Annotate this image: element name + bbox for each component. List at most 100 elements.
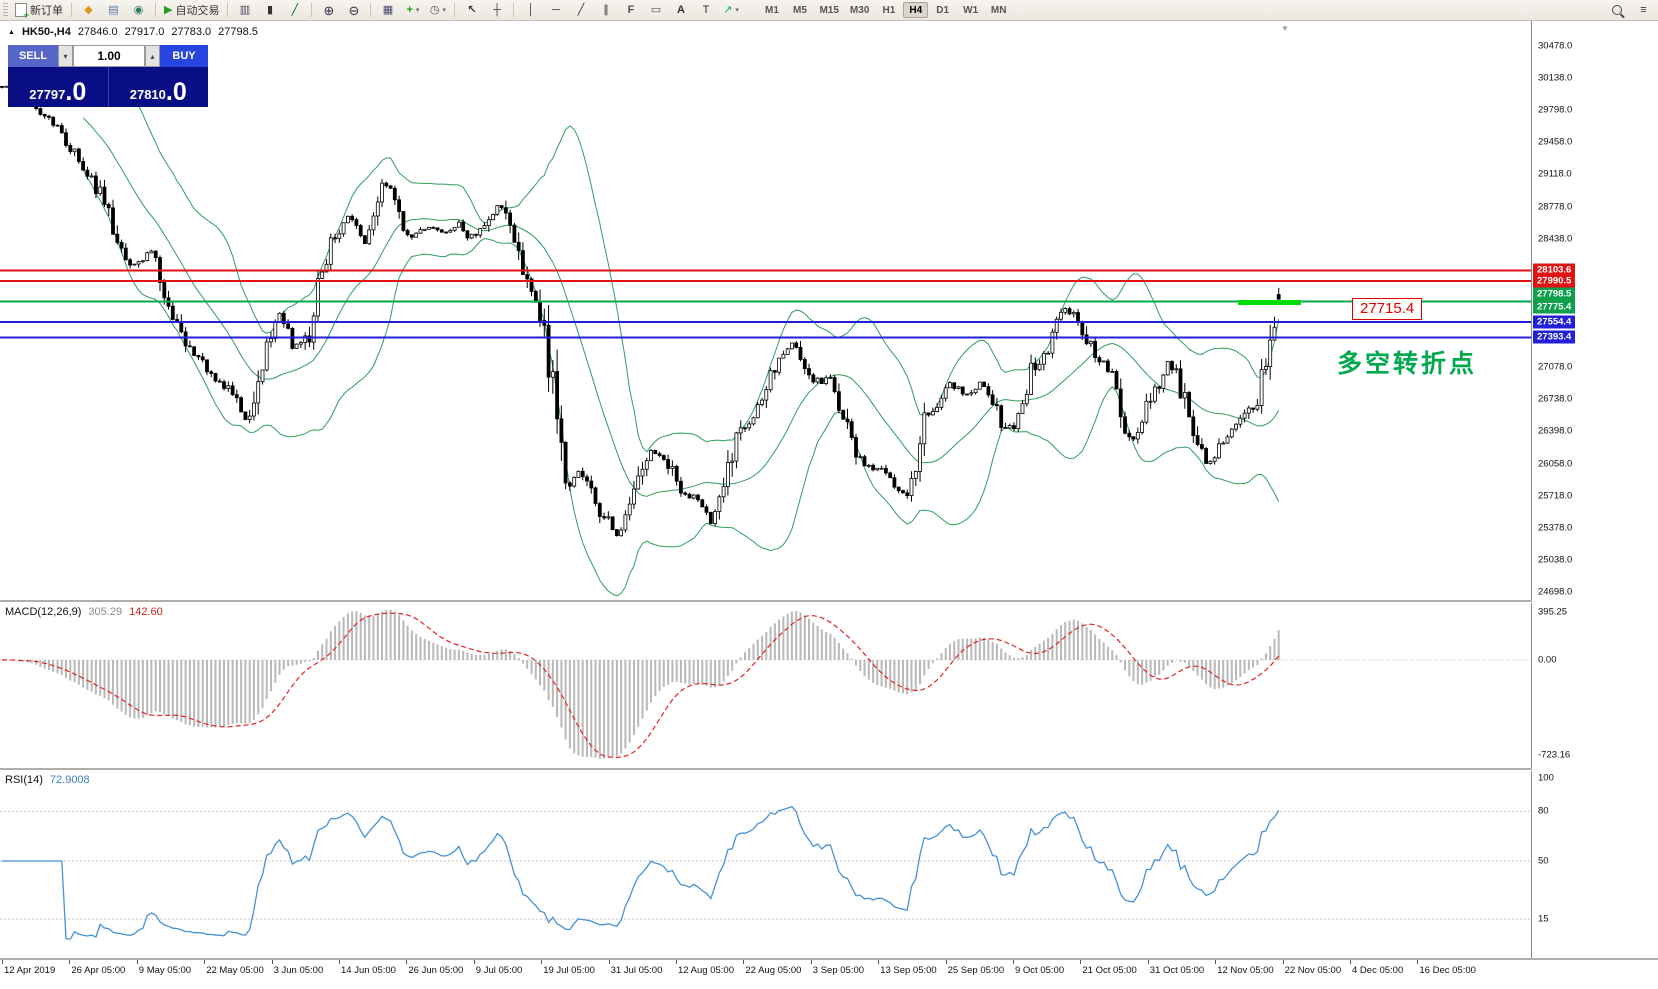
macd-histogram bbox=[5, 610, 1280, 759]
zoom-out-button[interactable]: ⊖ bbox=[342, 2, 365, 19]
panel-divider-main-macd[interactable] bbox=[0, 600, 1658, 603]
clock-icon: ◷ bbox=[429, 3, 440, 16]
buy-price-main: 27810 bbox=[129, 87, 166, 103]
new-order-label: 新订单 bbox=[30, 5, 63, 17]
buy-price[interactable]: 27810 .0 bbox=[109, 67, 209, 107]
new-order-icon: + bbox=[15, 3, 29, 20]
time-axis-label: 21 Oct 05:00 bbox=[1082, 965, 1137, 976]
periods-button[interactable]: ◷ ▾ bbox=[426, 2, 449, 19]
time-tick bbox=[204, 960, 206, 964]
macd-value-signal: 142.60 bbox=[129, 606, 163, 618]
time-axis-label: 26 Apr 05:00 bbox=[71, 965, 126, 976]
vertical-line-icon: │ bbox=[527, 3, 535, 16]
main-chart-svg[interactable] bbox=[0, 21, 1531, 602]
sell-button[interactable]: SELL bbox=[8, 45, 58, 67]
terminal-button[interactable]: ▤ bbox=[102, 2, 125, 19]
line-chart-icon: ╱ bbox=[291, 3, 299, 16]
channel-button[interactable]: ∥ bbox=[594, 2, 617, 19]
timeframe-h1-button[interactable]: H1 bbox=[882, 4, 896, 16]
vertical-line-button[interactable]: │ bbox=[519, 2, 542, 19]
timeframe-group: M1 M5 M15 M30 H1 H4 D1 W1 MN bbox=[758, 2, 1012, 18]
timeframe-w1-button[interactable]: W1 bbox=[963, 4, 979, 16]
tile-windows-icon: ▦ bbox=[382, 3, 394, 16]
time-tick bbox=[541, 960, 543, 964]
rsi-panel-svg[interactable] bbox=[0, 770, 1531, 958]
axis-label: -723.16 bbox=[1538, 749, 1571, 761]
volume-input[interactable]: 1.00 bbox=[73, 45, 145, 67]
fibonacci-button[interactable]: F bbox=[619, 2, 642, 19]
axis-label: 30478.0 bbox=[1538, 40, 1573, 52]
axis-label: 26398.0 bbox=[1538, 425, 1573, 437]
toolbar-grip[interactable] bbox=[3, 3, 8, 17]
channel-icon: ∥ bbox=[603, 3, 609, 16]
indicators-button[interactable]: + ▾ bbox=[401, 2, 424, 19]
macd-panel-svg[interactable] bbox=[0, 602, 1531, 768]
separator bbox=[454, 3, 456, 17]
panel-divider-macd-rsi[interactable] bbox=[0, 768, 1658, 771]
fibonacci-icon: F bbox=[627, 3, 635, 16]
strategy-tester-button[interactable]: ◉ bbox=[127, 2, 150, 19]
timeframe-m5-button[interactable]: M5 bbox=[793, 4, 807, 16]
price-axis-separator bbox=[1531, 21, 1532, 958]
price-axis[interactable]: 30478.0 30138.0 29798.0 29458.0 29118.0 28778… bbox=[1532, 21, 1658, 958]
sell-price[interactable]: 27797 .0 bbox=[8, 67, 108, 107]
time-axis-label: 19 Jul 05:00 bbox=[543, 965, 595, 976]
auto-trading-button[interactable]: ▶ 自动交易 bbox=[161, 2, 222, 19]
axis-label: 25378.0 bbox=[1538, 522, 1573, 534]
new-order-button[interactable]: + 新订单 bbox=[12, 2, 66, 20]
chevron-down-icon: ▾ bbox=[735, 7, 739, 14]
horizontal-line-icon: ─ bbox=[552, 3, 560, 16]
menu-icon: ≡ bbox=[1640, 3, 1647, 16]
chart-shift-marker[interactable]: ▼ bbox=[1281, 24, 1289, 33]
time-tick bbox=[473, 960, 475, 964]
time-axis-label: 4 Dec 05:00 bbox=[1352, 965, 1404, 976]
timeframe-m1-button[interactable]: M1 bbox=[765, 4, 779, 16]
axis-label: 26738.0 bbox=[1538, 393, 1573, 405]
time-axis[interactable]: 12 Apr 2019 26 Apr 05:00 9 May 05:00 22 May… bbox=[0, 960, 1658, 989]
price-axis-badge: 27554.4 bbox=[1533, 315, 1576, 329]
timeframe-mn-button[interactable]: MN bbox=[990, 4, 1007, 16]
volume-up-button[interactable]: ▴ bbox=[145, 45, 160, 67]
shapes-button[interactable]: ▭ bbox=[644, 2, 667, 19]
rsi-name: RSI(14) bbox=[5, 774, 43, 786]
price-axis-badge: 27990.5 bbox=[1533, 274, 1576, 288]
timeframe-h4-button[interactable]: H4 bbox=[903, 2, 929, 18]
macd-value-main: 305.29 bbox=[88, 606, 123, 618]
window-menu-button[interactable]: ≡ bbox=[1632, 2, 1655, 19]
bar-chart-button[interactable]: ▥ bbox=[233, 2, 256, 19]
bar-chart-icon: ▥ bbox=[239, 3, 251, 16]
time-axis-label: 22 Aug 05:00 bbox=[745, 965, 802, 976]
turning-point-annotation[interactable]: 多空转折点 bbox=[1337, 350, 1478, 378]
zoom-in-button[interactable]: ⊕ bbox=[317, 2, 340, 19]
tile-windows-button[interactable]: ▦ bbox=[376, 2, 399, 19]
cursor-button[interactable]: ↖ bbox=[460, 2, 483, 19]
rsi-value: 72.9008 bbox=[49, 774, 90, 786]
timeframe-m15-button[interactable]: M15 bbox=[819, 4, 839, 16]
play-icon: ▶ bbox=[164, 3, 173, 16]
arrows-button[interactable]: ↗ ▾ bbox=[719, 2, 742, 19]
buy-button[interactable]: BUY bbox=[160, 45, 208, 67]
time-axis-label: 12 Apr 2019 bbox=[4, 965, 56, 976]
candlestick-button[interactable]: ▮ bbox=[258, 2, 281, 19]
navigator-button[interactable]: ◆ bbox=[77, 2, 100, 19]
trendline-button[interactable]: ╱ bbox=[569, 2, 592, 19]
line-chart-button[interactable]: ╱ bbox=[283, 2, 306, 19]
search-button[interactable] bbox=[1605, 2, 1628, 19]
horizontal-line-button[interactable]: ─ bbox=[544, 2, 567, 19]
volume-down-button[interactable]: ▾ bbox=[58, 45, 73, 67]
text-button[interactable]: A bbox=[669, 2, 692, 19]
time-tick bbox=[1147, 960, 1149, 964]
sell-price-main: 27797 bbox=[29, 87, 66, 103]
text-label-button[interactable]: T bbox=[694, 2, 717, 19]
time-tick bbox=[339, 960, 340, 964]
time-tick bbox=[608, 960, 610, 964]
crosshair-button[interactable]: ┼ bbox=[485, 2, 508, 19]
macd-name: MACD(12,26,9) bbox=[5, 606, 82, 618]
price-callout[interactable]: 27715.4 bbox=[1352, 298, 1423, 320]
bollinger-bands bbox=[82, 65, 1280, 597]
time-axis-label: 12 Aug 05:00 bbox=[678, 965, 734, 976]
timeframe-m30-button[interactable]: M30 bbox=[849, 4, 870, 16]
text-icon: A bbox=[676, 3, 685, 16]
time-axis-label: 31 Jul 05:00 bbox=[610, 965, 663, 976]
timeframe-d1-button[interactable]: D1 bbox=[936, 4, 950, 16]
